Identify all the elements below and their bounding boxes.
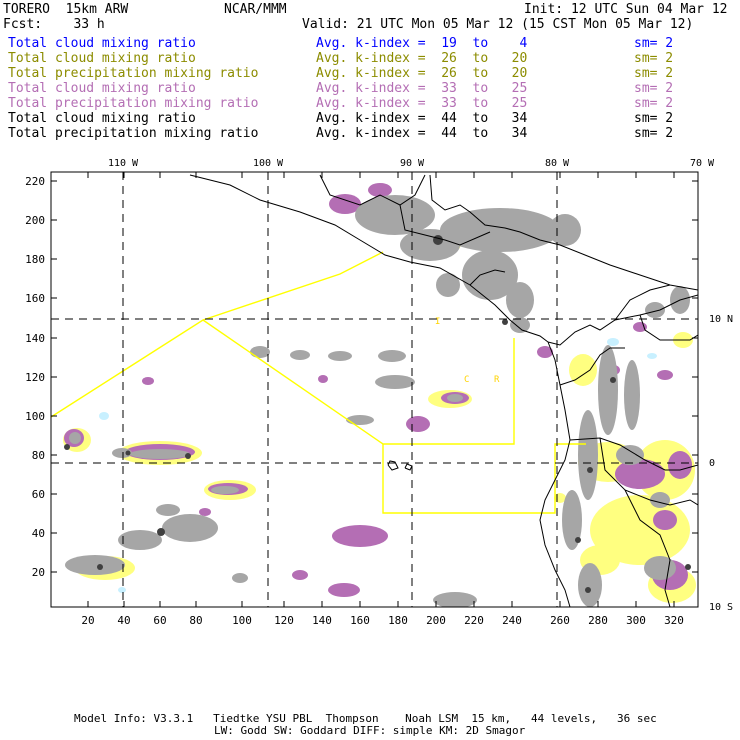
overlay-letter: R: [494, 375, 500, 385]
legend-field-name: Total precipitation mixing ratio: [8, 126, 259, 141]
y-tick-label: 200: [25, 214, 45, 227]
valid-time: Valid: 21 UTC Mon 05 Mar 12 (15 CST Mon …: [302, 17, 694, 32]
latitude-label: 10 S: [709, 602, 733, 613]
longitude-label: 70 W: [690, 158, 715, 169]
longitude-label: 90 W: [400, 158, 425, 169]
x-tick-label: 20: [81, 614, 94, 627]
legend-k-index: Avg. k-index = 44 to 34: [316, 126, 528, 141]
x-axis-labels: 20 40 60 80 100 120 140 160 180 200 220 …: [81, 614, 684, 627]
init-time: Init: 12 UTC Sun 04 Mar 12: [524, 2, 728, 17]
overlay-letters: I C R: [435, 317, 500, 385]
legend-k-index: Avg. k-index = 33 to 25: [316, 81, 528, 96]
legend-smoothing: sm= 2: [634, 51, 674, 66]
x-tick-label: 60: [153, 614, 166, 627]
model-title: TORERO 15km ARW: [3, 2, 129, 17]
legend-field-name: Total cloud mixing ratio: [8, 36, 196, 51]
y-tick-label: 60: [32, 488, 45, 501]
light-blue-areas: [99, 338, 657, 593]
legend-field-name: Total precipitation mixing ratio: [8, 66, 259, 81]
overlay-letter: C: [464, 375, 469, 385]
latitude-labels: 10 N 0 10 S: [709, 314, 733, 613]
overlay-letter: I: [435, 317, 440, 327]
x-tick-label: 200: [426, 614, 446, 627]
map-frame: [50, 171, 699, 608]
coastlines: [189, 174, 698, 607]
x-tick-label: 240: [502, 614, 522, 627]
longitude-label: 100 W: [253, 158, 284, 169]
x-tick-label: 40: [117, 614, 130, 627]
x-tick-label: 180: [388, 614, 408, 627]
longitude-labels: 110 W 100 W 90 W 80 W 70 W: [108, 158, 715, 169]
x-tick-label: 260: [550, 614, 570, 627]
legend-smoothing: sm= 2: [634, 81, 674, 96]
x-tick-label: 80: [189, 614, 202, 627]
graticule: [51, 172, 698, 607]
x-tick-label: 160: [350, 614, 370, 627]
legend-field-name: Total precipitation mixing ratio: [8, 96, 259, 111]
y-tick-label: 220: [25, 175, 45, 188]
y-tick-label: 180: [25, 253, 45, 266]
x-tick-label: 120: [274, 614, 294, 627]
legend-smoothing: sm= 2: [634, 66, 674, 81]
y-tick-label: 120: [25, 371, 45, 384]
legend-smoothing: sm= 2: [634, 36, 674, 51]
latitude-label: 0: [709, 458, 715, 469]
x-tick-label: 140: [312, 614, 332, 627]
x-tick-label: 220: [464, 614, 484, 627]
y-axis-labels: 20 40 60 80 100 120 140 160 180 200 220: [25, 175, 45, 579]
y-tick-label: 100: [25, 410, 45, 423]
x-tick-label: 300: [626, 614, 646, 627]
legend-smoothing: sm= 2: [634, 96, 674, 111]
forecast-hour: Fcst: 33 h: [3, 17, 105, 32]
legend-k-index: Avg. k-index = 19 to 4: [316, 36, 528, 51]
dark-cloud-cores: [64, 235, 691, 593]
y-tick-label: 80: [32, 449, 45, 462]
legend-k-index: Avg. k-index = 44 to 34: [316, 111, 528, 126]
legend-k-index: Avg. k-index = 33 to 25: [316, 96, 528, 111]
y-tick-label: 40: [32, 527, 45, 540]
longitude-label: 110 W: [108, 158, 139, 169]
y-tick-label: 140: [25, 332, 45, 345]
x-tick-label: 100: [232, 614, 252, 627]
y-tick-label: 20: [32, 566, 45, 579]
axis-ticks: [51, 172, 698, 607]
legend-smoothing: sm= 2: [634, 126, 674, 141]
legend-field-name: Total cloud mixing ratio: [8, 111, 196, 126]
legend-field-name: Total cloud mixing ratio: [8, 81, 196, 96]
organization-label: NCAR/MMM: [224, 2, 287, 17]
domain-boundaries: [51, 251, 586, 514]
model-info-line1: Model Info: V3.3.1 Tiedtke YSU PBL Thomp…: [74, 712, 657, 725]
map-field: [51, 174, 698, 607]
model-info-line2: LW: Godd SW: Goddard DIFF: simple KM: 2D…: [214, 724, 526, 737]
legend-k-index: Avg. k-index = 26 to 20: [316, 66, 528, 81]
legend-k-index: Avg. k-index = 26 to 20: [316, 51, 528, 66]
longitude-label: 80 W: [545, 158, 570, 169]
latitude-label: 10 N: [709, 314, 733, 325]
legend-field-name: Total cloud mixing ratio: [8, 51, 196, 66]
y-tick-label: 160: [25, 292, 45, 305]
legend-smoothing: sm= 2: [634, 111, 674, 126]
x-tick-label: 280: [588, 614, 608, 627]
x-tick-label: 320: [664, 614, 684, 627]
